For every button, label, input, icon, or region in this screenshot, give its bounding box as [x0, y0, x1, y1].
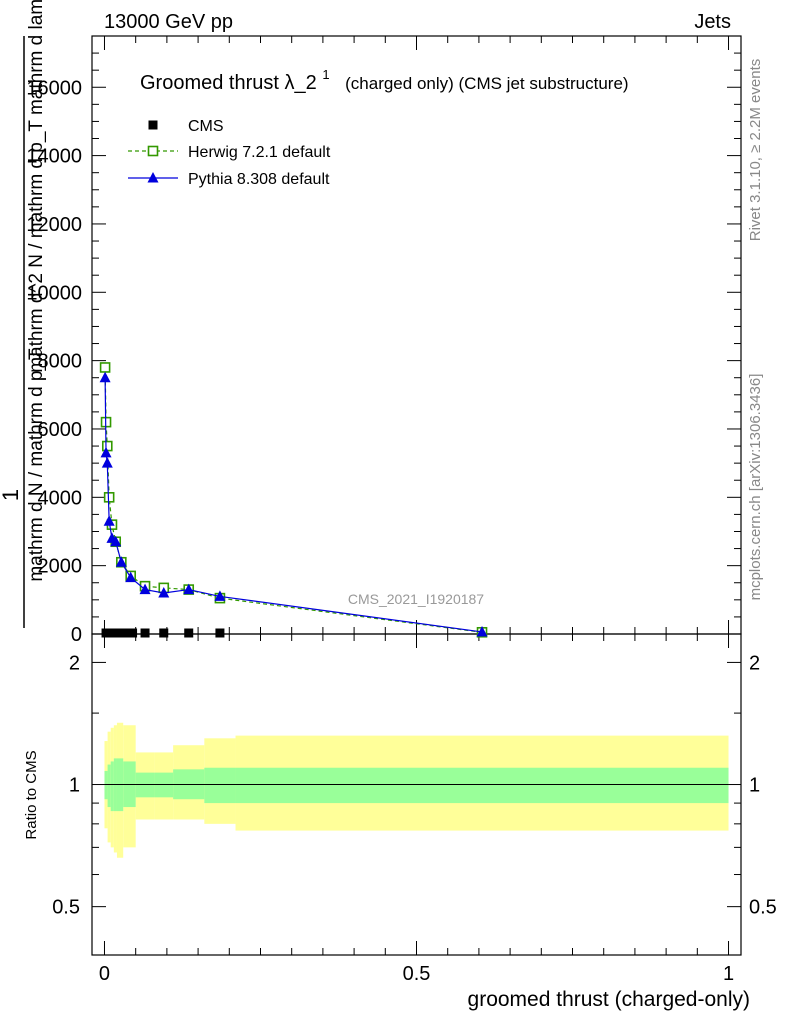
y-axis-label: 1 mathrm d N / mathrm d p_T mathrm d^2 N…: [0, 0, 47, 628]
data-point: [110, 628, 120, 638]
svg-text:Groomed thrust λ_2: Groomed thrust λ_2 1 (charged only) (CMS…: [140, 62, 629, 94]
y-axis-denominator: mathrm d N / mathrm d p_T: [26, 348, 47, 582]
y-tick-label: 16000: [26, 77, 82, 99]
data-point: [140, 628, 150, 638]
series-cms: [101, 628, 225, 638]
legend-label: Pythia 8.308 default: [188, 171, 330, 188]
y-tick-label: 12000: [26, 214, 82, 236]
data-point: [103, 515, 115, 526]
legend-label: Herwig 7.2.1 default: [188, 144, 331, 161]
ratio-y-tick-label-right: 2: [749, 652, 760, 674]
legend-marker: [147, 145, 159, 157]
ratio-band-segment: [110, 761, 114, 812]
data-point: [103, 492, 115, 503]
y-tick-label: 4000: [38, 487, 83, 509]
y-tick-label: 0: [71, 624, 82, 646]
y-tick-label: 6000: [38, 419, 83, 441]
data-point: [110, 535, 122, 547]
rivet-label: Rivet 3.1.10, ≥ 2.2M events: [747, 59, 764, 242]
title-superscript: 1: [322, 67, 329, 82]
data-point: [101, 457, 113, 468]
data-point: [100, 446, 112, 458]
data-point: [159, 628, 169, 638]
main-plot-frame: 0 2000 4000 6000 8000 10000 12000 14000 16000: [26, 35, 742, 646]
data-point: [184, 628, 194, 638]
analysis-label: CMS_2021_I1920187: [348, 591, 484, 607]
ratio-y-tick-label: 2: [69, 652, 80, 674]
ratio-y-tick-label: 1: [69, 775, 80, 797]
energy-label: 13000 GeV pp: [104, 11, 233, 33]
data-point: [139, 583, 151, 595]
title-text: Groomed thrust: [140, 72, 279, 94]
series-pythia: [99, 371, 488, 637]
data-point: [115, 628, 125, 638]
mcplots-label: mcplots.cern.ch [arXiv:1306.3436]: [747, 374, 764, 601]
x-tick-label: 0: [99, 963, 110, 985]
ratio-bands: [104, 722, 729, 858]
y-axis-numerator: 1: [0, 489, 23, 501]
ratio-band-segment: [107, 764, 111, 808]
legend: CMS Herwig 7.2.1 default Pythia 8.308 defa…: [128, 118, 331, 188]
data-point: [158, 586, 170, 598]
data-point: [183, 583, 195, 595]
main-title: Groomed thrust λ_2 1 (charged only) (CMS…: [140, 62, 629, 94]
data-point: [214, 590, 226, 601]
ratio-y-tick-label-right: 1: [749, 775, 760, 797]
y-tick-label: 8000: [38, 351, 83, 373]
title-note: (charged only) (CMS jet substructure): [345, 74, 628, 93]
ratio-band-segment: [235, 767, 729, 804]
y-axis-differential: mathrm d^2 N / mathrm d p_T mathrm d lam…: [26, 0, 47, 373]
y-tick-label: 10000: [26, 282, 82, 304]
ratio-y-tick-label: 0.5: [52, 897, 80, 919]
ratio-band-segment: [104, 770, 108, 800]
data-point: [128, 628, 138, 638]
ratio-y-tick-label-right: 0.5: [749, 897, 777, 919]
legend-marker: [148, 120, 158, 130]
x-tick-label: 1: [723, 963, 734, 985]
x-tick-label: 0.5: [403, 963, 431, 985]
y-tick-label: 2000: [38, 556, 83, 578]
data-point: [99, 371, 111, 383]
x-axis-label: groomed thrust (charged-only): [468, 988, 750, 1011]
ratio-plot-frame: 0 0.5 1 0.5 0.5 1 1 2 2: [52, 633, 777, 985]
data-point: [476, 625, 488, 637]
legend-marker: [147, 172, 159, 183]
ratio-band-segment: [204, 767, 236, 804]
title-symbol: λ_2: [285, 72, 317, 94]
y-tick-label: 14000: [26, 146, 82, 168]
data-point: [115, 556, 127, 567]
data-point: [125, 571, 137, 583]
legend-label: CMS: [188, 118, 224, 135]
ratio-y-axis-label: Ratio to CMS: [23, 750, 40, 839]
data-point: [121, 628, 131, 638]
data-point: [101, 440, 113, 452]
data-point: [215, 628, 225, 638]
data-point: [99, 362, 111, 373]
process-label: Jets: [694, 11, 731, 33]
